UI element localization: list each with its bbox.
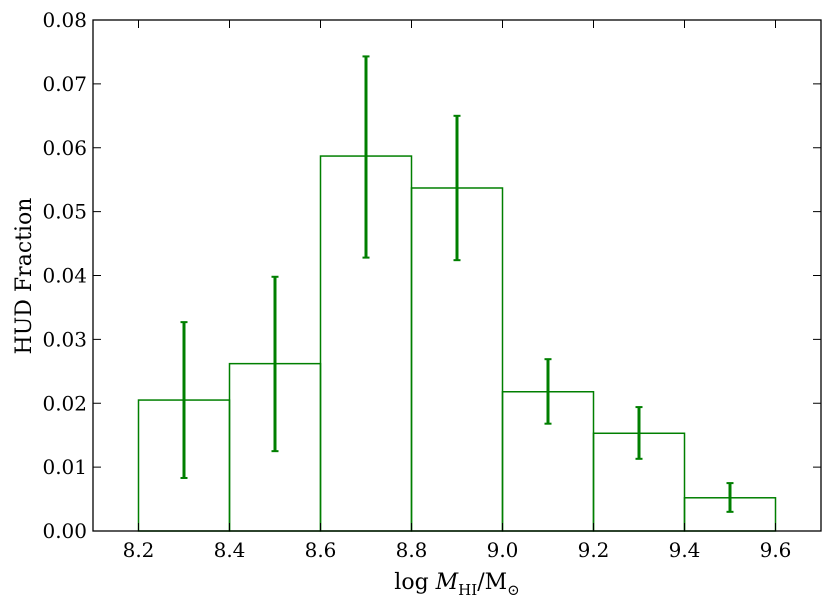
y-tick-label: 0.06: [42, 136, 87, 160]
x-tick-label: 8.6: [305, 538, 337, 562]
y-tick-label: 0.05: [42, 200, 87, 224]
x-tick-label: 9.4: [669, 538, 701, 562]
plot-background: [93, 20, 821, 531]
error-bar: [453, 114, 461, 262]
y-tick-label: 0.02: [42, 391, 87, 415]
error-bar: [362, 55, 370, 259]
y-axis-label: HUD Fraction: [12, 198, 37, 355]
x-tick-label: 9.6: [760, 538, 792, 562]
error-bars: [180, 55, 734, 513]
y-tick-labels: 0.00 0.01 0.02 0.03 0.04 0.05 0.06 0.07 0.08: [42, 8, 87, 543]
x-tick-labels: 8.2 8.4 8.6 8.8 9.0 9.2 9.4 9.6: [123, 538, 792, 562]
error-bar: [635, 406, 643, 460]
error-bar: [180, 321, 188, 479]
x-axis-label: log MHI/M⊙: [394, 570, 519, 599]
error-bar: [726, 482, 734, 513]
error-bar: [271, 275, 279, 453]
y-tick-label: 0.07: [42, 72, 87, 96]
y-tick-label: 0.00: [42, 519, 87, 543]
x-tick-label: 8.4: [214, 538, 246, 562]
y-tick-label: 0.01: [42, 455, 87, 479]
error-bar: [544, 358, 552, 425]
y-tick-label: 0.03: [42, 327, 87, 351]
plot-frame: [92, 19, 822, 532]
y-tick-label: 0.08: [42, 8, 87, 32]
y-tick-label: 0.04: [42, 264, 87, 288]
x-tick-label: 8.2: [123, 538, 155, 562]
x-tick-label: 9.2: [578, 538, 610, 562]
x-tick-label: 8.8: [396, 538, 428, 562]
x-tick-label: 9.0: [487, 538, 519, 562]
